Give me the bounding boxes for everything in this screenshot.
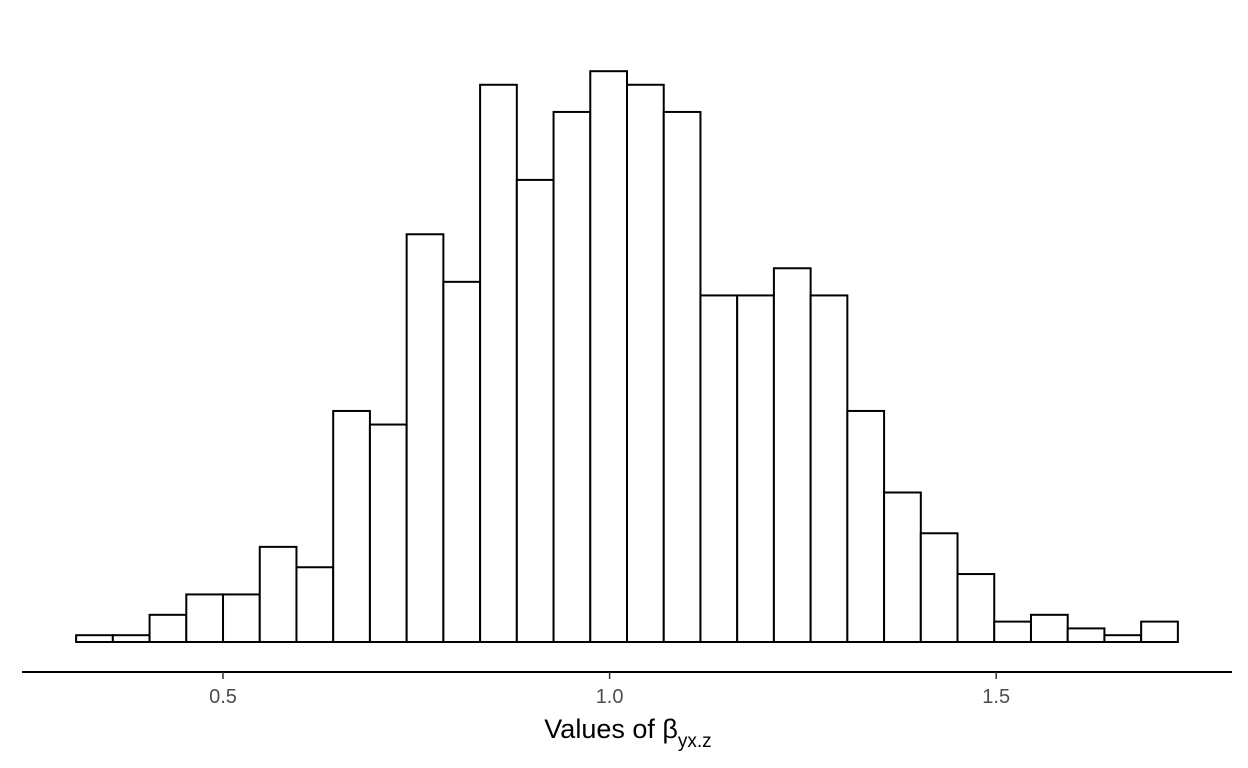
histogram-bars	[75, 70, 1179, 644]
x-axis-label-prefix: Values of	[544, 714, 662, 744]
histogram-bar	[883, 491, 922, 643]
histogram-bar	[1029, 613, 1069, 643]
x-axis-ticks: 0.5 1.0 1.5	[209, 672, 1010, 708]
histogram-bar	[772, 267, 812, 643]
histogram-bar	[809, 294, 849, 643]
histogram-bar	[442, 280, 482, 643]
histogram-bar	[699, 294, 739, 643]
histogram-bar	[222, 593, 261, 644]
histogram-bar	[552, 110, 592, 644]
x-tick-label: 0.5	[209, 686, 237, 708]
histogram-bar	[993, 620, 1032, 644]
histogram-bar	[919, 532, 959, 643]
histogram-bar	[515, 178, 555, 643]
histogram-bar	[626, 83, 665, 644]
histogram-bar	[295, 566, 335, 643]
histogram-bar	[148, 613, 188, 643]
histogram-bar	[662, 110, 702, 644]
histogram-bar	[111, 634, 151, 643]
histogram-bar	[405, 233, 445, 643]
histogram-bar	[332, 409, 371, 644]
histogram-bar	[479, 83, 518, 644]
histogram-bar	[368, 423, 408, 643]
x-axis-label-symbol: β	[662, 714, 678, 744]
histogram-bar	[846, 409, 886, 644]
x-tick-label: 1.5	[982, 686, 1010, 708]
histogram-bar	[956, 573, 996, 644]
histogram-bar	[736, 294, 775, 643]
x-axis-label-subscript: yx.z	[678, 731, 712, 752]
x-tick-label: 1.0	[596, 686, 624, 708]
histogram-bar	[1103, 634, 1143, 643]
histogram-bar	[1066, 627, 1106, 644]
histogram-bar	[258, 545, 298, 644]
histogram-bar	[75, 634, 114, 643]
histogram-bar	[185, 593, 225, 644]
histogram-bar	[1140, 620, 1179, 644]
histogram-bar	[589, 70, 629, 643]
x-axis-label: Values of βyx.z	[544, 714, 711, 752]
